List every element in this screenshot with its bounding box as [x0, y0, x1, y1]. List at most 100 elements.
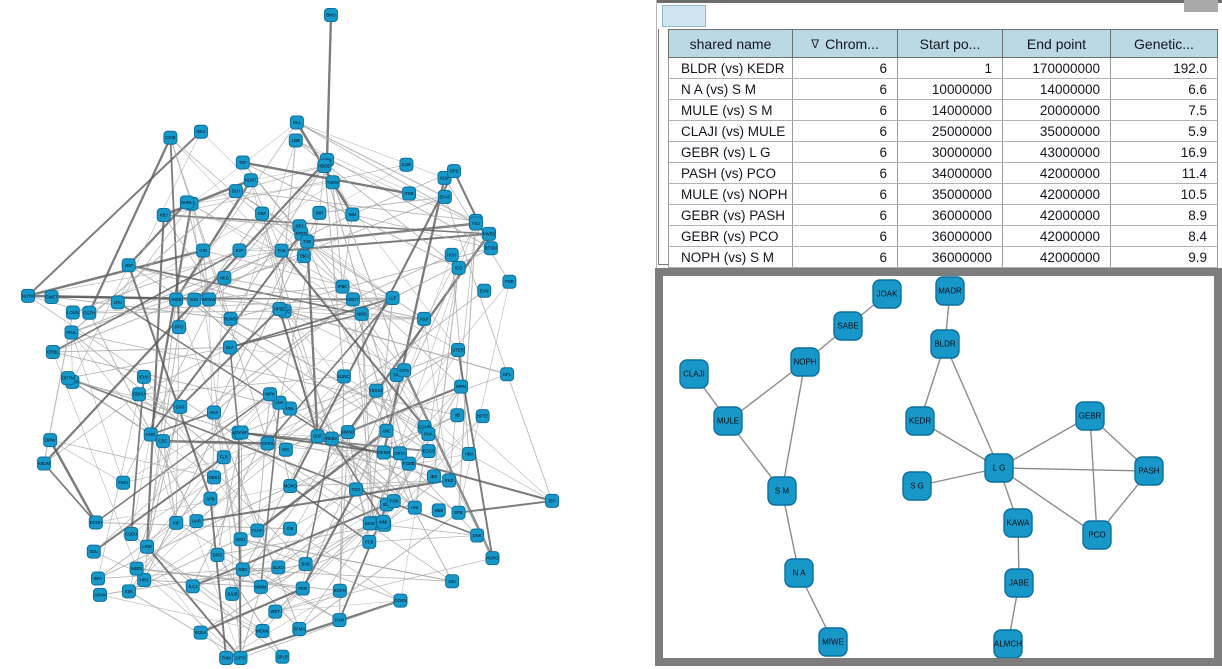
node-shape[interactable] — [545, 493, 560, 508]
subnetwork-node[interactable]: SABE — [833, 311, 863, 341]
node-shape[interactable] — [185, 579, 200, 594]
network-edge[interactable] — [186, 202, 459, 351]
network-node[interactable]: EJW — [399, 157, 414, 172]
network-edge[interactable] — [150, 411, 215, 436]
value-cell[interactable]: 6 — [792, 57, 898, 79]
network-edge[interactable] — [318, 165, 325, 213]
value-cell[interactable]: 6.6 — [1110, 78, 1218, 100]
network-node[interactable]: TUKM — [325, 175, 340, 190]
network-edge[interactable] — [229, 297, 393, 349]
subnetwork-node[interactable]: KEDR — [905, 406, 935, 436]
value-cell[interactable]: 6 — [792, 120, 898, 142]
network-edge[interactable] — [191, 182, 333, 204]
network-node[interactable]: MBII — [431, 503, 446, 518]
node-shape[interactable] — [818, 627, 848, 657]
network-node[interactable]: ASJI — [417, 311, 432, 326]
network-node[interactable]: CGTH — [82, 305, 97, 320]
node-shape[interactable] — [243, 173, 258, 188]
network-node[interactable]: HKG — [217, 270, 232, 285]
value-cell[interactable]: 42000000 — [1002, 204, 1111, 226]
value-cell[interactable]: 42000000 — [1002, 246, 1111, 268]
network-node[interactable]: HOHO — [369, 383, 384, 398]
network-node[interactable]: RKBA — [324, 431, 339, 446]
network-node[interactable]: DLH — [228, 184, 243, 199]
edge-name-cell[interactable]: N A (vs) S M — [668, 78, 793, 100]
value-cell[interactable]: 6 — [792, 141, 898, 163]
network-edge[interactable] — [369, 535, 478, 543]
node-shape[interactable] — [156, 208, 171, 223]
network-edge[interactable] — [278, 450, 429, 568]
network-node[interactable]: APAW — [92, 587, 107, 602]
network-node[interactable]: BPTE — [475, 409, 490, 424]
network-node[interactable]: SPLR — [275, 649, 290, 664]
network-edge[interactable] — [130, 434, 151, 535]
network-node[interactable]: COIB — [163, 130, 178, 145]
network-node[interactable]: CIB — [282, 521, 297, 536]
network-edge[interactable] — [93, 393, 271, 552]
network-edge[interactable] — [457, 414, 553, 502]
network-node[interactable]: UTER — [451, 343, 466, 358]
network-edge[interactable] — [352, 299, 374, 524]
node-shape[interactable] — [300, 234, 315, 249]
node-shape[interactable] — [376, 445, 391, 460]
toolbar-chip[interactable] — [662, 5, 706, 27]
network-node[interactable]: EBF — [255, 206, 270, 221]
node-shape[interactable] — [45, 344, 60, 359]
node-shape[interactable] — [450, 408, 465, 423]
network-edge[interactable] — [71, 332, 458, 416]
network-edge[interactable] — [163, 164, 407, 216]
node-shape[interactable] — [902, 471, 932, 501]
node-shape[interactable] — [421, 427, 436, 442]
network-edge[interactable] — [289, 528, 401, 601]
network-edge[interactable] — [71, 255, 304, 333]
node-shape[interactable] — [993, 629, 1023, 658]
network-node[interactable]: PWEB — [482, 226, 497, 241]
node-shape[interactable] — [713, 406, 743, 436]
network-edge[interactable] — [375, 390, 430, 452]
network-node[interactable]: TIOK — [386, 494, 401, 509]
network-edge[interactable] — [97, 485, 291, 580]
network-edge[interactable] — [175, 122, 298, 300]
network-edge[interactable] — [240, 538, 401, 602]
node-shape[interactable] — [324, 431, 339, 446]
node-shape[interactable] — [445, 574, 460, 589]
network-node[interactable]: PUA — [421, 427, 436, 442]
node-shape[interactable] — [223, 311, 238, 326]
node-shape[interactable] — [137, 573, 152, 588]
network-node[interactable]: LPU — [110, 295, 125, 310]
node-shape[interactable] — [155, 434, 170, 449]
value-cell[interactable]: 192.0 — [1110, 57, 1218, 79]
node-shape[interactable] — [136, 369, 151, 384]
table-row[interactable]: GEBR (vs) PCO 6 36000000 42000000 8.4 — [668, 225, 1218, 247]
table-row[interactable]: MULE (vs) S M 6 14000000 20000000 7.5 — [668, 99, 1218, 121]
network-edge[interactable] — [162, 298, 354, 442]
table-row[interactable]: GEBR (vs) L G 6 30000000 43000000 16.9 — [668, 141, 1218, 163]
network-node[interactable]: KLWT — [243, 173, 258, 188]
node-shape[interactable] — [210, 547, 225, 562]
network-node[interactable]: APB — [203, 491, 218, 506]
node-shape[interactable] — [172, 320, 187, 335]
network-edge[interactable] — [210, 498, 233, 594]
network-edge[interactable] — [169, 137, 231, 319]
value-cell[interactable]: 36000000 — [897, 204, 1003, 226]
network-edge[interactable] — [250, 180, 285, 312]
network-node[interactable]: IFBC — [335, 279, 350, 294]
network-node[interactable]: MPM — [454, 379, 469, 394]
node-shape[interactable] — [196, 243, 211, 258]
network-node[interactable]: SLKO — [271, 560, 286, 575]
network-edge[interactable] — [343, 376, 425, 428]
node-shape[interactable] — [392, 446, 407, 461]
network-edge[interactable] — [175, 179, 252, 301]
node-shape[interactable] — [340, 425, 355, 440]
value-cell[interactable]: 10.5 — [1110, 183, 1218, 205]
node-shape[interactable] — [354, 306, 369, 321]
subnetwork-node[interactable]: S M — [767, 476, 797, 506]
network-edge[interactable] — [128, 264, 362, 315]
node-shape[interactable] — [1075, 401, 1105, 431]
node-shape[interactable] — [444, 247, 459, 262]
value-cell[interactable]: 6 — [792, 183, 898, 205]
node-shape[interactable] — [935, 276, 965, 306]
network-node[interactable]: DPTN — [60, 371, 75, 386]
subnetwork-node[interactable]: CLAJI — [679, 359, 709, 389]
network-node[interactable]: MMI — [376, 514, 391, 529]
